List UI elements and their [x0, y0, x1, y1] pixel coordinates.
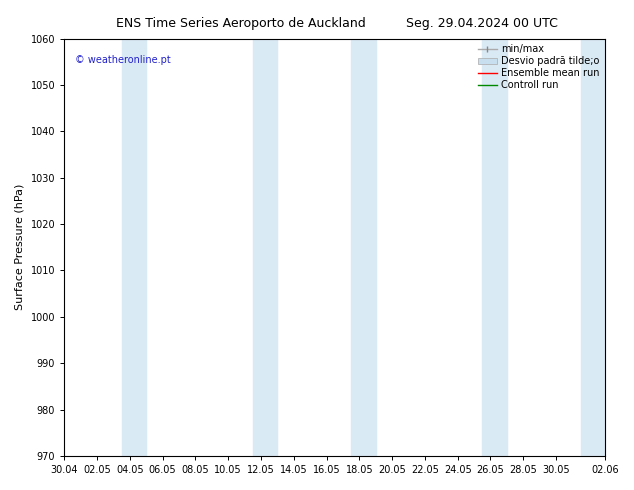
Bar [482, 39, 507, 456]
Bar [122, 39, 146, 456]
Text: ENS Time Series Aeroporto de Auckland: ENS Time Series Aeroporto de Auckland [116, 17, 366, 30]
Legend: min/max, Desvio padrã tilde;o, Ensemble mean run, Controll run: min/max, Desvio padrã tilde;o, Ensemble … [475, 42, 602, 93]
Text: © weatheronline.pt: © weatheronline.pt [75, 55, 171, 65]
Text: Seg. 29.04.2024 00 UTC: Seg. 29.04.2024 00 UTC [406, 17, 558, 30]
Y-axis label: Surface Pressure (hPa): Surface Pressure (hPa) [15, 184, 25, 311]
Bar [253, 39, 277, 456]
Bar [351, 39, 376, 456]
Bar [581, 39, 605, 456]
